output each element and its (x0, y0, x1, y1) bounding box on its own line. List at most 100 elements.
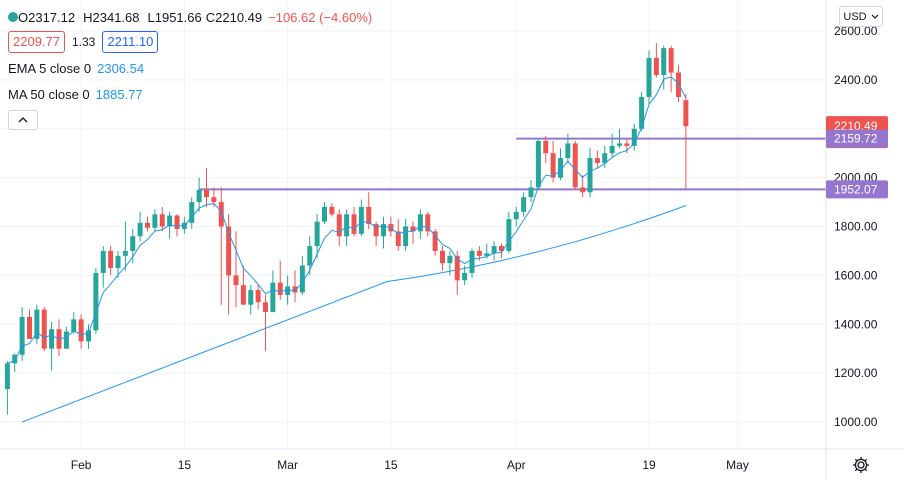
candle-body (270, 282, 276, 313)
gear-icon[interactable] (851, 455, 871, 475)
candle-body (152, 214, 158, 228)
candle-body (683, 100, 689, 127)
candle-body (454, 255, 460, 281)
ema-line (7, 76, 687, 364)
candle-body (366, 206, 372, 225)
candle-body (631, 128, 637, 146)
candle-body (602, 153, 608, 163)
candle-body (78, 319, 84, 342)
candle-body (425, 214, 431, 232)
candle-body (255, 290, 261, 303)
candle-body (417, 214, 423, 232)
x-tick-label: 15 (178, 458, 192, 472)
indicator-ema[interactable]: EMA 5 close 0 2306.54 (8, 57, 372, 79)
chevron-up-icon (18, 117, 28, 123)
collapse-legend-button[interactable] (8, 110, 38, 130)
level-price-label: 1952.07 (834, 182, 878, 196)
candle-body (528, 187, 534, 198)
candle-body (580, 187, 586, 193)
candle-body (12, 354, 18, 364)
candle-body (93, 272, 99, 331)
y-tick-label: 2600.00 (834, 24, 878, 38)
candle-body (130, 236, 136, 251)
candle-body (299, 265, 305, 293)
candle-body (263, 302, 268, 313)
candle-body (403, 226, 409, 247)
y-tick-label: 1000.00 (834, 415, 878, 429)
indicator-ma[interactable]: MA 50 close 0 1885.77 (8, 83, 372, 105)
candle-body (189, 202, 195, 223)
horizontal-lines (199, 137, 826, 191)
indicator-ma-label: MA 50 close 0 (8, 86, 90, 102)
candle-body (491, 246, 497, 254)
candle-body (410, 226, 416, 232)
y-tick-label: 1600.00 (834, 268, 878, 282)
candle-body (639, 96, 645, 129)
candle-body (432, 231, 438, 251)
candle-body (358, 206, 364, 234)
close-value: C2210.49 (205, 9, 263, 25)
y-tick-label: 1800.00 (834, 220, 878, 234)
indicator-ma-value: 1885.77 (95, 86, 143, 102)
candle-body (440, 250, 445, 264)
candle-body (521, 197, 527, 212)
candle-body (469, 250, 475, 273)
candle-body (27, 316, 32, 339)
candle-body (550, 153, 556, 178)
candle-body (115, 255, 121, 269)
candle-body (277, 282, 283, 295)
candle-body (676, 72, 681, 97)
x-tick-label: Feb (71, 458, 92, 472)
candle-body (34, 309, 40, 339)
candle-body (292, 286, 298, 293)
candle-body (558, 158, 563, 178)
candle-body (624, 143, 630, 146)
candle-body (307, 246, 313, 266)
level-price-label: 2159.72 (834, 132, 878, 146)
candle-body (351, 214, 357, 234)
candle-body (100, 250, 106, 273)
currency-select[interactable]: USD (839, 6, 883, 27)
candle-body (174, 215, 180, 229)
indicator-ema-label: EMA 5 close 0 (8, 60, 92, 76)
candle-body (617, 143, 622, 146)
buy-button[interactable]: 2211.10 (102, 31, 159, 53)
candles (4, 43, 689, 415)
candle-body (240, 285, 246, 305)
candle-body (572, 143, 578, 188)
ma-line (21, 205, 687, 423)
candle-body (248, 290, 254, 305)
candle-body (594, 158, 600, 163)
candle-body (137, 222, 143, 237)
indicator-ema-value: 2306.54 (97, 60, 145, 76)
level-price-label-bg (826, 180, 888, 199)
candle-body (122, 250, 128, 256)
candle-body (329, 206, 335, 215)
candle-body (476, 250, 482, 256)
candle-body (19, 316, 25, 355)
candle-body (4, 363, 10, 390)
candle-body (71, 319, 77, 332)
bid-ask-row: 2209.77 1.33 2211.10 (8, 31, 372, 53)
candle-body (322, 206, 327, 222)
candle-body (204, 189, 209, 198)
candle-body (484, 253, 490, 256)
candle-body (373, 224, 379, 237)
currency-label: USD (843, 10, 867, 23)
candle-body (63, 331, 69, 349)
candle-body (218, 202, 224, 227)
sell-button[interactable]: 2209.77 (8, 31, 65, 53)
candle-body (395, 231, 401, 247)
candle-body (226, 226, 232, 276)
candle-body (653, 57, 659, 75)
open-value: O2317.12 (18, 9, 76, 25)
x-tick-label: May (726, 458, 749, 472)
candle-body (145, 222, 150, 228)
candle-body (447, 255, 453, 264)
candle-body (49, 329, 55, 349)
candle-body (535, 140, 541, 188)
candle-body (646, 57, 652, 97)
chevron-down-icon (871, 14, 879, 19)
